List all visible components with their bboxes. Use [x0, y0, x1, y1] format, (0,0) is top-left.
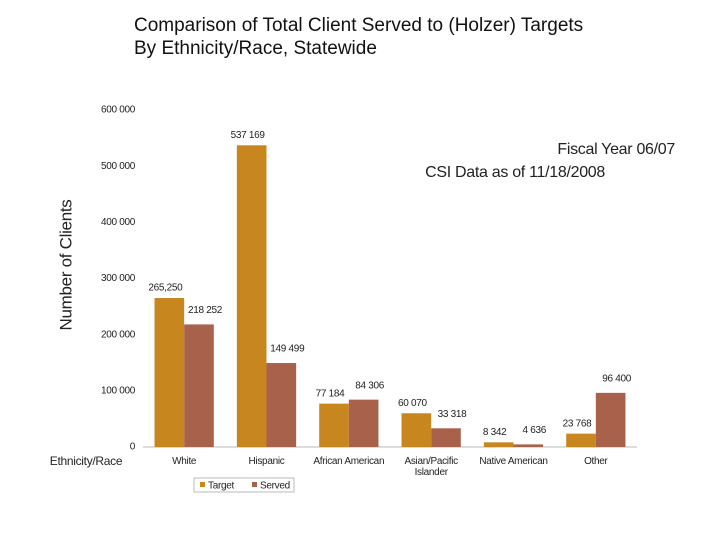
chart-title: Comparison of Total Client Served to (Ho…	[134, 15, 584, 36]
y-tick-label: 400 000	[101, 217, 136, 228]
value-label: 4 636	[523, 425, 547, 436]
title-block: Comparison of Total Client Served to (Ho…	[134, 14, 634, 60]
value-label: 218 252	[188, 305, 223, 316]
value-label: 84 306	[355, 380, 385, 391]
value-label: 77 184	[316, 388, 346, 399]
bar	[431, 428, 461, 447]
value-label: 265,250	[148, 283, 183, 294]
x-tick-label: Asian/Pacific Islander	[404, 456, 458, 478]
x-tick-label: Hispanic	[248, 456, 285, 467]
annotation: Fiscal Year 06/07	[557, 141, 675, 158]
value-label: 537 169	[231, 130, 266, 141]
y-axis-label: Number of Clients	[56, 200, 75, 331]
bar	[595, 392, 626, 447]
chart-subtitle: By Ethnicity/Race, Statewide	[134, 38, 377, 59]
x-tick-label: African American	[313, 456, 385, 467]
value-label: 33 318	[438, 409, 468, 420]
y-tick-label: 500 000	[101, 161, 136, 172]
bar	[566, 433, 596, 447]
bar	[401, 413, 432, 447]
bar	[348, 399, 379, 447]
x-tick-label: Other	[584, 456, 608, 467]
bar	[184, 324, 214, 447]
legend-label: Target	[208, 481, 235, 492]
bar	[236, 145, 267, 447]
bar	[266, 363, 297, 447]
value-label: 8 342	[483, 427, 507, 438]
y-tick-label: 300 000	[101, 273, 136, 284]
x-tick-label: Native American	[479, 456, 548, 467]
annotation: CSI Data as of 11/18/2008	[425, 164, 605, 181]
value-label: 149 499	[270, 344, 305, 355]
value-label: 96 400	[602, 373, 632, 384]
y-tick-label: 100 000	[101, 385, 136, 396]
value-label: 60 070	[398, 398, 428, 409]
bar	[319, 403, 349, 447]
x-tick-label: White	[172, 456, 197, 467]
x-axis-label: Ethnicity/Race	[50, 454, 123, 468]
bar	[483, 442, 514, 447]
y-tick-label: 0	[130, 442, 136, 453]
y-tick-label: 200 000	[101, 329, 136, 340]
legend-box	[193, 477, 295, 493]
legend-swatch	[252, 482, 257, 487]
legend-swatch	[200, 482, 205, 487]
bar	[513, 444, 544, 447]
value-label: 23 768	[563, 418, 593, 429]
bar	[154, 298, 185, 447]
legend-label: Served	[260, 481, 290, 492]
y-tick-label: 600 000	[101, 105, 136, 116]
